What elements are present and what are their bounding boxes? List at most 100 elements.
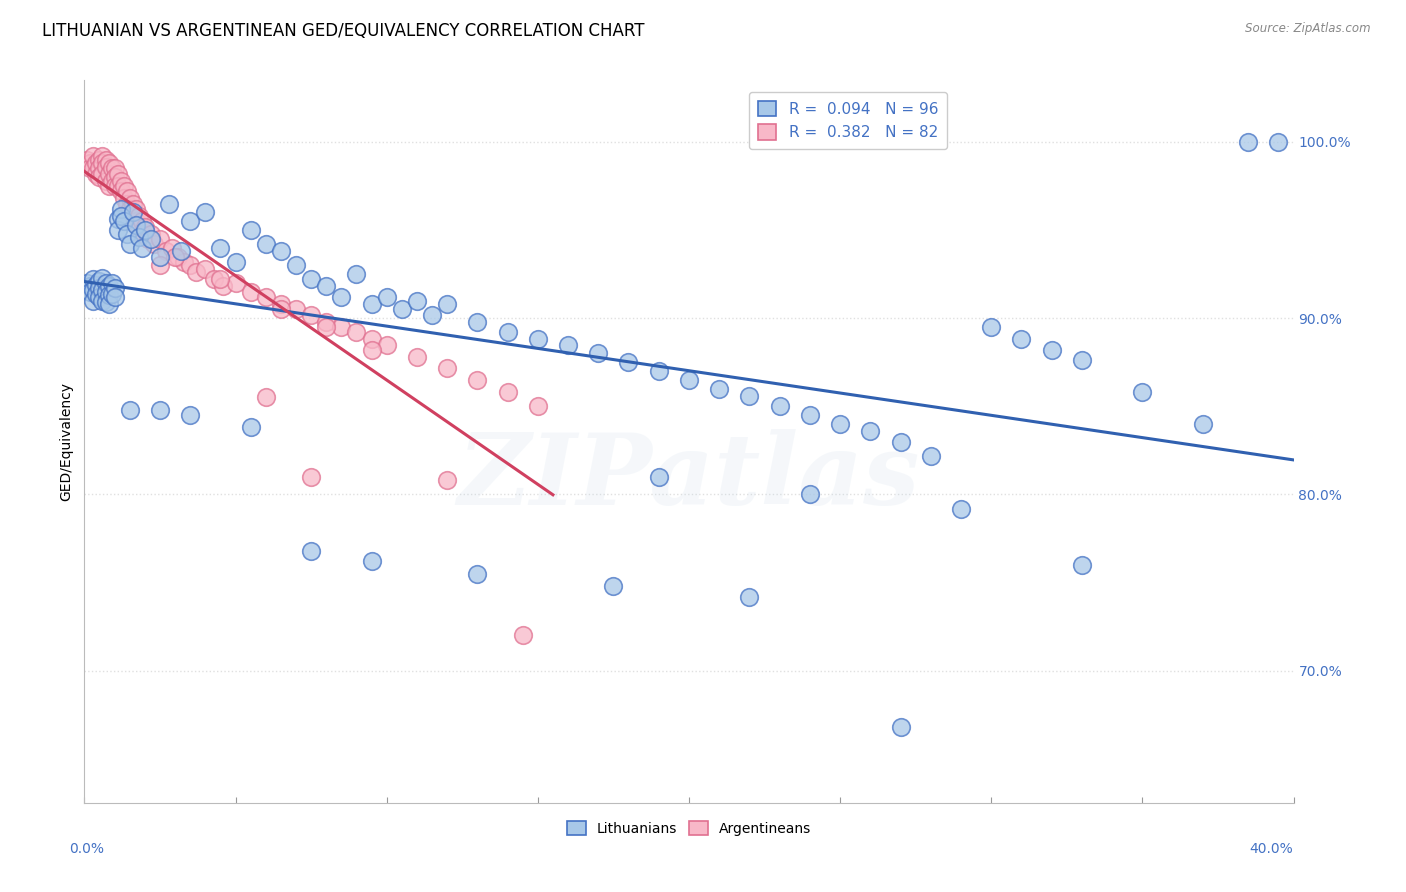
Point: [270, 297, 292, 311]
Point: [239, 223, 262, 237]
Point: [254, 391, 277, 405]
Point: [209, 241, 232, 255]
Point: [100, 174, 122, 188]
Point: [110, 209, 132, 223]
Point: [315, 279, 337, 293]
Point: [110, 174, 132, 188]
Point: [617, 355, 640, 369]
Point: [299, 470, 322, 484]
Point: [315, 315, 337, 329]
Point: [118, 191, 141, 205]
Point: [467, 315, 489, 329]
Point: [950, 501, 973, 516]
Point: [194, 261, 217, 276]
Text: LITHUANIAN VS ARGENTINEAN GED/EQUIVALENCY CORRELATION CHART: LITHUANIAN VS ARGENTINEAN GED/EQUIVALENC…: [42, 22, 645, 40]
Point: [299, 272, 322, 286]
Point: [112, 191, 135, 205]
Point: [1011, 332, 1033, 346]
Point: [94, 285, 117, 299]
Point: [179, 408, 201, 422]
Point: [86, 277, 108, 292]
Point: [91, 156, 114, 170]
Point: [360, 297, 382, 311]
Point: [125, 202, 148, 216]
Point: [142, 237, 165, 252]
Point: [557, 337, 579, 351]
Point: [104, 179, 127, 194]
Point: [799, 408, 821, 422]
Point: [121, 209, 143, 223]
Point: [285, 258, 308, 272]
Point: [91, 283, 114, 297]
Point: [527, 399, 550, 413]
Point: [225, 276, 247, 290]
Point: [139, 227, 162, 241]
Point: [118, 402, 141, 417]
Point: [830, 417, 852, 431]
Point: [920, 449, 942, 463]
Point: [799, 487, 821, 501]
Point: [94, 174, 117, 188]
Point: [89, 281, 111, 295]
Point: [94, 276, 117, 290]
Point: [82, 161, 104, 176]
Point: [254, 237, 277, 252]
Point: [82, 283, 104, 297]
Point: [225, 254, 247, 268]
Point: [131, 241, 153, 255]
Point: [89, 274, 111, 288]
Point: [149, 402, 172, 417]
Point: [602, 579, 624, 593]
Point: [104, 281, 127, 295]
Point: [100, 276, 122, 290]
Point: [131, 227, 153, 241]
Point: [91, 293, 114, 308]
Y-axis label: GED/Equivalency: GED/Equivalency: [59, 382, 73, 501]
Point: [436, 297, 458, 311]
Point: [890, 434, 912, 449]
Point: [1130, 385, 1153, 400]
Point: [527, 332, 550, 346]
Point: [97, 297, 120, 311]
Point: [149, 258, 172, 272]
Point: [79, 285, 101, 299]
Point: [179, 214, 201, 228]
Point: [330, 320, 353, 334]
Point: [738, 389, 761, 403]
Legend: Lithuanians, Argentineans: Lithuanians, Argentineans: [560, 814, 818, 843]
Point: [107, 223, 129, 237]
Point: [89, 161, 111, 176]
Point: [194, 205, 217, 219]
Point: [115, 184, 138, 198]
Point: [76, 153, 98, 167]
Point: [125, 218, 148, 232]
Point: [110, 202, 132, 216]
Point: [89, 153, 111, 167]
Point: [115, 196, 138, 211]
Point: [104, 170, 127, 185]
Point: [79, 161, 101, 176]
Point: [212, 279, 235, 293]
Point: [136, 232, 159, 246]
Point: [82, 149, 104, 163]
Point: [121, 205, 143, 219]
Point: [115, 227, 138, 241]
Point: [94, 295, 117, 310]
Point: [128, 219, 150, 234]
Point: [391, 302, 413, 317]
Point: [330, 290, 353, 304]
Point: [100, 286, 122, 301]
Point: [86, 167, 108, 181]
Point: [496, 385, 519, 400]
Point: [82, 272, 104, 286]
Point: [769, 399, 792, 413]
Point: [1040, 343, 1063, 357]
Point: [149, 250, 172, 264]
Text: ZIPatlas: ZIPatlas: [458, 429, 920, 526]
Point: [648, 470, 671, 484]
Point: [270, 244, 292, 259]
Point: [406, 350, 429, 364]
Point: [375, 290, 398, 304]
Point: [179, 258, 201, 272]
Point: [360, 332, 382, 346]
